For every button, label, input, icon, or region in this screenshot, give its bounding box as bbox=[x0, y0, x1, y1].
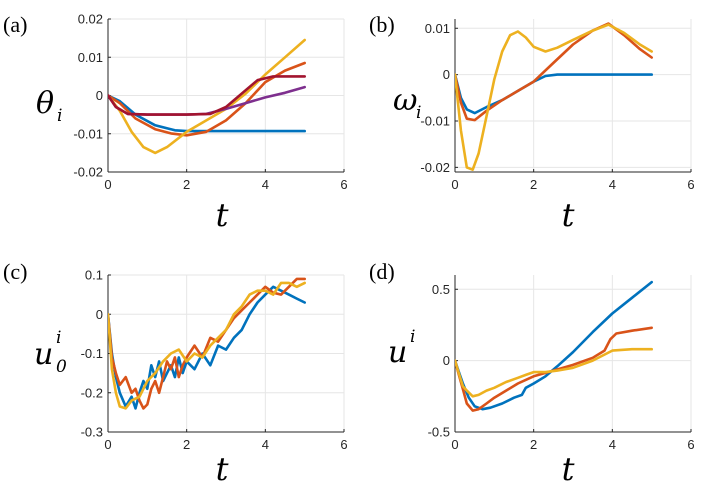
panel-b-letter: (b) bbox=[369, 12, 395, 37]
panel-d-ytick-label-1: 0 bbox=[443, 353, 450, 368]
panel-a-ytick-label-0: -0.02 bbox=[73, 165, 103, 180]
panel-c-series-blue bbox=[108, 285, 307, 410]
panel-c-ytick-label-2: -0.1 bbox=[81, 346, 103, 361]
panel-a-axes: 0 2 4 6 -0.02 -0.01 0 0.01 0.02 bbox=[73, 12, 347, 193]
panel-c-series-yellow bbox=[108, 281, 307, 410]
panel-b: (b) ω i t 0 2 4 6 -0.02 -0.01 0 0.01 bbox=[369, 12, 695, 234]
panel-a-ytick-label-3: 0.01 bbox=[78, 50, 103, 65]
panel-c-axes: 0 2 4 6 -0.3 -0.2 -0.1 0 0.1 bbox=[81, 268, 348, 453]
panel-d-series-blue bbox=[455, 280, 654, 411]
panel-d-xtick-label-3: 6 bbox=[687, 437, 694, 452]
panel-a-series-dark-red bbox=[108, 75, 307, 116]
panel-c-letter: (c) bbox=[3, 259, 27, 284]
panel-c-ytick-label-4: 0.1 bbox=[85, 268, 103, 283]
panel-c-series-red bbox=[108, 277, 307, 410]
panel-c-ylabel: u i 0 bbox=[34, 328, 67, 377]
panel-c-ylabel-sub: 0 bbox=[56, 357, 67, 377]
panel-b-ylabel-main: ω bbox=[393, 83, 417, 118]
panel-a-ytick-label-1: -0.01 bbox=[73, 126, 103, 141]
panel-c-xlabel: t bbox=[216, 450, 229, 488]
panel-b-xtick-label-1: 2 bbox=[530, 177, 537, 192]
panel-a-series-yellow bbox=[108, 38, 307, 155]
panel-d-ylabel: u i bbox=[388, 327, 415, 370]
panel-d-series-yellow bbox=[455, 347, 654, 398]
panel-b-xlabel: t bbox=[562, 196, 575, 234]
panel-d-xtick-label-1: 2 bbox=[530, 437, 537, 452]
panel-a-xlabel: t bbox=[216, 196, 229, 234]
panel-c-ytick-label-0: -0.3 bbox=[81, 425, 103, 440]
panel-b-series-red bbox=[455, 22, 654, 122]
panel-d-ytick-label-0: -0.5 bbox=[428, 425, 450, 440]
panel-c-xtick-label-0: 0 bbox=[104, 437, 111, 452]
panel-a-ytick-label-4: 0.02 bbox=[78, 12, 103, 27]
panel-a-xtick-label-1: 2 bbox=[183, 177, 190, 192]
panel-d-series-red bbox=[455, 326, 654, 412]
panel-d-series-group bbox=[455, 280, 654, 412]
panel-a-ylabel-sub: i bbox=[57, 106, 62, 126]
panel-c-xtick-label-2: 4 bbox=[262, 437, 269, 452]
panel-c-ytick-label-1: -0.2 bbox=[81, 385, 103, 400]
panel-a-ylabel-main: θ bbox=[36, 86, 54, 121]
panel-a-series-red bbox=[108, 61, 307, 137]
panel-b-series-yellow bbox=[455, 23, 654, 171]
panel-b-ylabel-sub: i bbox=[416, 103, 421, 123]
panel-d-axes: 0 2 4 6-0.500.5 bbox=[428, 275, 695, 452]
panel-a-xtick-label-3: 6 bbox=[340, 177, 347, 192]
panel-a: (a) θ i t 0 2 4 6 -0.02 -0.01 0 0.01 0.02 bbox=[3, 12, 348, 235]
panel-c-series-group bbox=[108, 277, 307, 410]
panel-b-xtick-label-3: 6 bbox=[687, 177, 694, 192]
panel-a-ytick-label-2: 0 bbox=[96, 88, 103, 103]
panel-d-xtick-label-0: 0 bbox=[451, 437, 458, 452]
panel-d-ytick-label-2: 0.5 bbox=[432, 282, 450, 297]
panel-a-xtick-label-0: 0 bbox=[104, 177, 111, 192]
panel-a-series-blue bbox=[108, 94, 307, 133]
panel-b-ytick-label-3: 0.01 bbox=[425, 21, 450, 36]
panel-b-ytick-label-0: -0.02 bbox=[420, 160, 450, 175]
panel-c-ylabel-main: u bbox=[34, 337, 53, 372]
panel-d-ylabel-sup: i bbox=[410, 327, 415, 347]
panel-b-ylabel: ω i bbox=[393, 83, 421, 123]
panel-a-ylabel: θ i bbox=[36, 86, 62, 126]
panel-d-xlabel: t bbox=[562, 450, 575, 488]
panel-a-series-group bbox=[108, 38, 307, 155]
panel-b-ytick-label-1: -0.01 bbox=[420, 114, 450, 129]
panel-b-xtick-label-2: 4 bbox=[609, 177, 616, 192]
panel-c-xtick-label-3: 6 bbox=[340, 437, 347, 452]
panel-a-series-purple bbox=[108, 85, 307, 116]
panel-b-series-group bbox=[455, 22, 654, 171]
panel-c: (c) u i 0 t 0 2 4 6 -0.3 -0.2 -0.1 0 0.1 bbox=[3, 259, 348, 488]
panel-d-letter: (d) bbox=[369, 259, 395, 284]
panel-b-ytick-label-2: 0 bbox=[443, 67, 450, 82]
panel-c-ylabel-sup: i bbox=[56, 328, 61, 348]
panel-c-xtick-label-1: 2 bbox=[183, 437, 190, 452]
panel-a-xtick-label-2: 4 bbox=[262, 177, 269, 192]
panel-b-series-blue bbox=[455, 73, 654, 115]
panel-c-ytick-label-3: 0 bbox=[96, 307, 103, 322]
panel-b-xtick-label-0: 0 bbox=[451, 177, 458, 192]
panel-d-xtick-label-2: 4 bbox=[609, 437, 616, 452]
panel-d-ylabel-main: u bbox=[388, 335, 407, 370]
panel-d: (d) u i t 0 2 4 6-0.500.5 bbox=[369, 259, 695, 488]
panel-a-letter: (a) bbox=[3, 12, 27, 37]
